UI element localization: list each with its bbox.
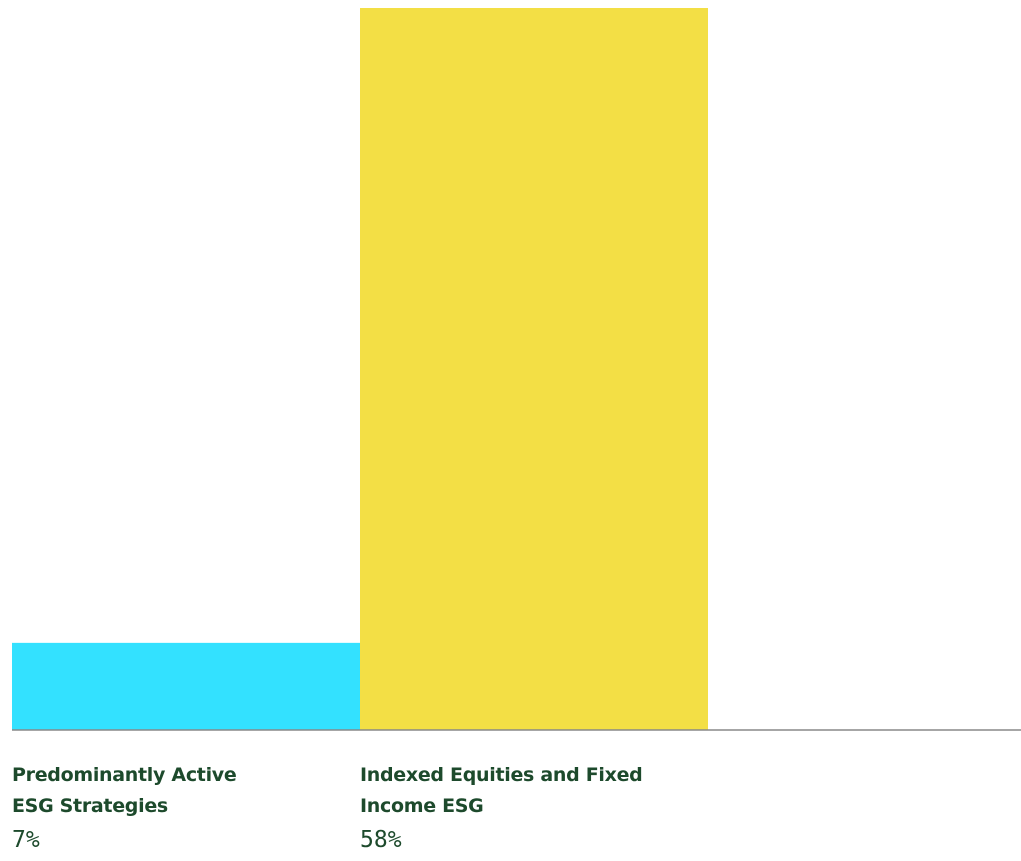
bar-indexed [360, 8, 708, 730]
bar-active [12, 642, 360, 730]
category-label-indexed: Indexed Equities and Fixed Income ESG [360, 764, 643, 817]
value-label-active: 7% [12, 827, 40, 853]
bars-group [12, 8, 708, 730]
category-label-active: Predominantly Active ESG Strategies [12, 764, 237, 817]
category-block-indexed: Indexed Equities and Fixed Income ESG 58… [360, 760, 690, 855]
value-label-indexed: 58% [360, 827, 402, 853]
bar-chart [12, 8, 1021, 731]
category-block-active: Predominantly Active ESG Strategies 7% [12, 760, 342, 855]
